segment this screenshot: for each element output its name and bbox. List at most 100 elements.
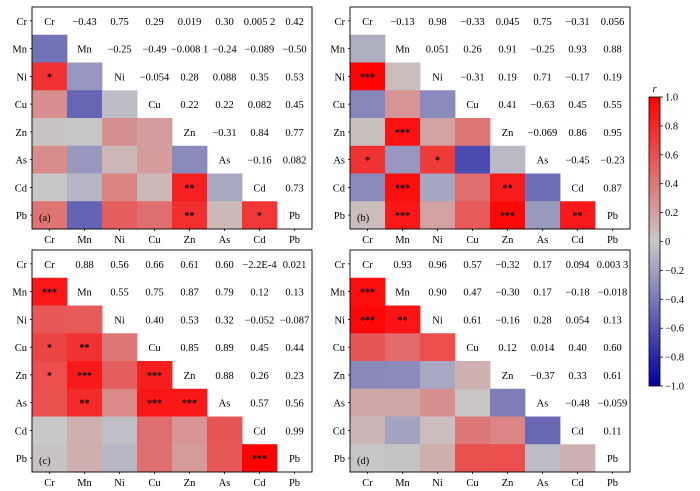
heatmap-cell bbox=[350, 361, 386, 390]
heatmap-cell bbox=[455, 173, 491, 202]
x-tick-label: As bbox=[537, 235, 549, 246]
correlation-value: −0.48 bbox=[565, 399, 589, 410]
heatmap-cell bbox=[102, 388, 138, 417]
heatmap-cell bbox=[102, 173, 138, 202]
y-tick-label: Zn bbox=[333, 371, 345, 382]
y-tick-label: Cu bbox=[15, 100, 28, 111]
correlation-value: 0.088 bbox=[213, 72, 237, 83]
heatmap-cell bbox=[32, 444, 68, 473]
x-tick-label: Mn bbox=[395, 478, 410, 489]
correlation-value: −0.18 bbox=[565, 288, 589, 299]
correlation-value: 0.35 bbox=[250, 72, 268, 83]
heatmap-cell bbox=[420, 333, 456, 362]
y-tick-label: Ni bbox=[17, 315, 28, 326]
heatmap-cell bbox=[137, 388, 173, 417]
x-tick-label: Zn bbox=[502, 235, 514, 246]
heatmap-cell bbox=[32, 333, 68, 362]
diagonal-label: As bbox=[219, 156, 231, 167]
heatmap-cell bbox=[385, 145, 421, 174]
y-tick-label: Cr bbox=[335, 17, 346, 28]
heatmap-cell bbox=[67, 173, 103, 202]
correlation-value: 0.95 bbox=[603, 128, 621, 139]
heatmap-cell bbox=[102, 416, 138, 445]
correlation-value: −0.32 bbox=[495, 260, 519, 271]
colorbar-tick-label: −0.4 bbox=[665, 295, 685, 306]
correlation-value: 0.87 bbox=[603, 183, 621, 194]
correlation-value: 0.17 bbox=[533, 260, 551, 271]
heatmap-cell bbox=[385, 388, 421, 417]
correlation-value: 0.56 bbox=[285, 399, 303, 410]
correlation-value: 0.22 bbox=[180, 100, 198, 111]
colorbar-tick-label: −0.8 bbox=[665, 353, 684, 364]
heatmap-cell bbox=[525, 416, 561, 445]
diagonal-label: Cd bbox=[571, 426, 584, 437]
heatmap-cell bbox=[67, 416, 103, 445]
correlation-value: 0.40 bbox=[568, 343, 586, 354]
correlation-value: 0.73 bbox=[285, 183, 303, 194]
correlation-value: 0.082 bbox=[248, 100, 272, 111]
y-tick-label: Mn bbox=[330, 45, 345, 56]
diagonal-label: Zn bbox=[502, 371, 514, 382]
correlation-value: −0.13 bbox=[390, 17, 414, 28]
correlation-value: 0.93 bbox=[568, 45, 586, 56]
heatmap-cell bbox=[102, 201, 138, 230]
diagonal-label: Ni bbox=[432, 72, 443, 83]
diagonal-label: Cd bbox=[253, 183, 266, 194]
heatmap-cell bbox=[385, 444, 421, 473]
correlation-value: 0.056 bbox=[601, 17, 625, 28]
heatmap-cell bbox=[32, 62, 68, 91]
correlation-value: 0.91 bbox=[498, 45, 516, 56]
correlation-value: 0.85 bbox=[180, 343, 198, 354]
x-tick-label: Ni bbox=[114, 235, 125, 246]
heatmap-cell bbox=[385, 416, 421, 445]
x-tick-label: Ni bbox=[432, 478, 443, 489]
correlation-value: −0.63 bbox=[530, 100, 554, 111]
heatmap-cell bbox=[207, 201, 243, 230]
diagonal-label: Ni bbox=[432, 315, 443, 326]
panel-label: (a) bbox=[39, 213, 51, 224]
significance-stars: *** bbox=[395, 183, 410, 194]
correlation-value: 0.42 bbox=[285, 17, 303, 28]
correlation-value: 0.53 bbox=[285, 72, 303, 83]
x-tick-label: Zn bbox=[502, 478, 514, 489]
x-tick-label: Cu bbox=[148, 478, 161, 489]
heatmap-cell bbox=[455, 118, 491, 147]
heatmap-cell bbox=[385, 201, 421, 230]
heatmap-cell bbox=[102, 361, 138, 390]
correlation-value: 0.094 bbox=[566, 260, 590, 271]
correlation-value: 0.33 bbox=[568, 371, 586, 382]
heatmap-cell bbox=[525, 201, 561, 230]
heatmap-cell bbox=[350, 90, 386, 119]
correlation-value: 0.47 bbox=[463, 288, 481, 299]
heatmap-cell bbox=[455, 388, 491, 417]
heatmap-cell bbox=[32, 90, 68, 119]
significance-stars: ** bbox=[185, 211, 195, 222]
heatmap-cell bbox=[420, 416, 456, 445]
correlation-value: 0.23 bbox=[285, 371, 303, 382]
correlation-value: −0.17 bbox=[565, 72, 589, 83]
correlation-value: 0.86 bbox=[568, 128, 586, 139]
heatmap-cell bbox=[455, 201, 491, 230]
heatmap-cell bbox=[420, 361, 456, 390]
y-tick-label: As bbox=[333, 399, 345, 410]
heatmap-cell bbox=[172, 173, 208, 202]
heatmap-cell bbox=[32, 201, 68, 230]
diagonal-label: Pb bbox=[289, 211, 300, 222]
heatmap-cell bbox=[385, 90, 421, 119]
x-tick-label: Pb bbox=[607, 478, 618, 489]
y-tick-label: Cd bbox=[15, 426, 28, 437]
heatmap-cell bbox=[350, 173, 386, 202]
y-tick-label: Cu bbox=[15, 343, 28, 354]
correlation-value: −0.054 bbox=[140, 72, 170, 83]
heatmap-cell bbox=[420, 201, 456, 230]
heatmap-cell bbox=[420, 118, 456, 147]
correlation-value: 0.28 bbox=[533, 315, 551, 326]
correlation-value: 0.90 bbox=[428, 288, 446, 299]
correlation-value: −0.50 bbox=[282, 45, 306, 56]
heatmap-cell bbox=[350, 444, 386, 473]
heatmap-cell bbox=[490, 444, 526, 473]
heatmap-cell bbox=[172, 444, 208, 473]
correlation-value: 0.12 bbox=[250, 288, 268, 299]
heatmap-cell bbox=[67, 388, 103, 417]
heatmap-cell bbox=[137, 118, 173, 147]
